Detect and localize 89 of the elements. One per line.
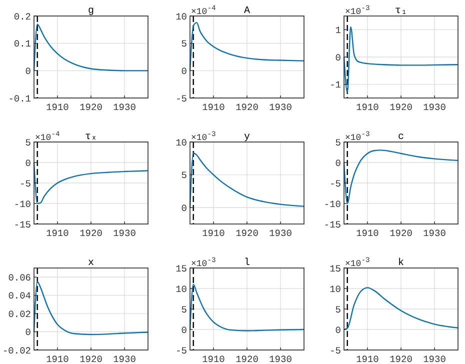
y-tick-label: -10: [14, 198, 32, 210]
x-tick-label: 1920: [390, 354, 413, 364]
line-series: [343, 287, 459, 330]
y-tick-label: -5: [20, 178, 32, 190]
y-tick-label: -1: [330, 80, 342, 91]
y-tick-label: 5: [181, 38, 188, 50]
x-tick-label: 1910: [356, 354, 380, 364]
line-series: [189, 152, 305, 208]
x-tick-label: 1930: [269, 102, 292, 113]
x-tick-label: 1930: [113, 102, 136, 113]
y-tick-label: 0: [181, 202, 188, 214]
chart-title: l: [244, 257, 250, 269]
chart-title: A: [244, 6, 250, 17]
x-tick-label: 1930: [269, 354, 292, 364]
x-tick-label: 1910: [202, 228, 226, 239]
annotation: ×10$^{-4}$: [191, 5, 216, 17]
y-tick-label: 0: [335, 52, 342, 64]
y-tick-label: 5: [335, 304, 342, 316]
y-tick-label: 0: [25, 327, 32, 338]
y-tick-label: 0: [335, 324, 342, 336]
line-series: [33, 281, 149, 336]
x-tick-label: 1920: [80, 102, 103, 113]
y-tick-label: 5: [181, 170, 188, 182]
annotation: ×10$^{-3}$: [191, 257, 216, 269]
y-tick-label: 15: [176, 263, 188, 274]
y-tick-label: -5: [176, 345, 188, 356]
x-tick-label: 1920: [236, 228, 259, 239]
chart-title: y: [244, 132, 250, 143]
chart-title: k: [398, 257, 404, 269]
y-tick-label: 0.02: [8, 308, 32, 320]
line-series: [343, 150, 459, 204]
y-tick-label: 0: [181, 324, 188, 336]
x-tick-label: 1910: [46, 354, 70, 364]
y-tick-label: 10: [176, 284, 188, 295]
chart-title: τ₁: [394, 6, 408, 17]
y-tick-label: 5: [181, 304, 188, 316]
x-tick-label: 1930: [423, 102, 446, 113]
x-tick-label: 1920: [390, 102, 413, 113]
y-tick-label: 1: [335, 24, 342, 36]
y-tick-label: 10: [330, 284, 342, 295]
y-tick-label: 15: [330, 263, 342, 274]
annotation: ×10$^{-3}$: [345, 5, 370, 17]
chart-title: c: [398, 132, 404, 143]
y-tick-label: 0.2: [14, 11, 32, 22]
y-tick-label: 0: [25, 158, 32, 169]
x-tick-label: 1930: [423, 228, 446, 239]
chart-title: x: [88, 258, 94, 269]
annotation: ×10$^{-3}$: [191, 131, 216, 143]
x-tick-label: 1930: [423, 354, 446, 364]
x-tick-label: 1910: [46, 228, 70, 239]
y-tick-label: -5: [330, 178, 342, 190]
chart-title: τₓ: [84, 132, 98, 143]
y-tick-label: 10: [176, 11, 188, 22]
line-series: [343, 26, 459, 94]
x-tick-label: 1930: [113, 354, 136, 364]
y-tick-label: -5: [330, 345, 342, 356]
x-tick-label: 1910: [356, 102, 380, 113]
y-tick-label: 0.06: [8, 272, 32, 284]
x-tick-label: 1910: [202, 354, 226, 364]
y-tick-label: 0: [335, 158, 342, 169]
y-tick-label: 5: [25, 137, 32, 148]
y-tick-label: -0.02: [2, 345, 32, 356]
x-tick-label: 1930: [113, 228, 136, 239]
annotation: ×10$^{-4}$: [35, 131, 60, 143]
line-series: [33, 24, 149, 72]
line-series: [189, 284, 305, 332]
x-tick-label: 1910: [202, 102, 226, 113]
y-tick-label: 0.04: [8, 290, 32, 302]
annotation: ×10$^{-3}$: [345, 131, 370, 143]
x-tick-label: 1910: [356, 228, 380, 239]
y-tick-label: 0: [25, 66, 32, 77]
y-tick-label: -0.1: [8, 93, 32, 104]
x-tick-label: 1920: [236, 102, 259, 113]
y-tick-label: 0.1: [14, 38, 32, 50]
x-tick-label: 1930: [269, 228, 292, 239]
annotation: ×10$^{-3}$: [345, 257, 370, 269]
y-tick-label: 10: [176, 137, 188, 148]
y-tick-label: 5: [335, 137, 342, 148]
x-tick-label: 1920: [80, 354, 103, 364]
x-tick-label: 1920: [236, 354, 259, 364]
chart-title: g: [88, 6, 94, 17]
y-tick-label: -10: [324, 198, 342, 210]
y-tick-label: -15: [324, 219, 342, 230]
x-tick-label: 1920: [80, 228, 103, 239]
y-tick-label: -5: [176, 93, 188, 104]
y-tick-label: 0: [181, 66, 188, 77]
y-tick-label: -15: [14, 219, 32, 230]
x-tick-label: 1910: [46, 102, 70, 113]
x-tick-label: 1920: [390, 228, 413, 239]
